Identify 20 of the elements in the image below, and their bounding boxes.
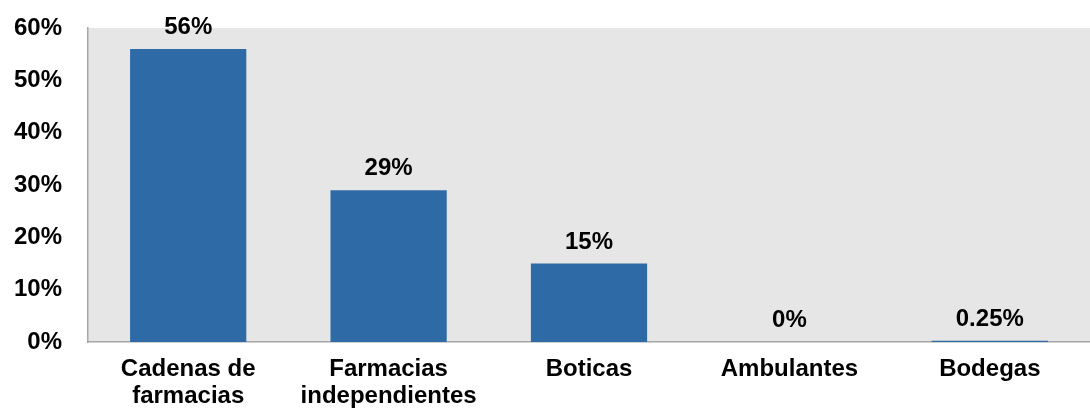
y-tick-label: 10% <box>13 274 62 302</box>
y-tick-label: 30% <box>13 169 62 197</box>
data-label: 56% <box>164 11 213 39</box>
x-tick-label: Bodegas <box>939 354 1041 382</box>
bar <box>330 190 447 342</box>
data-label: 0.25% <box>955 303 1024 331</box>
bar <box>530 263 648 342</box>
x-tick-label: Farmacias independientes <box>300 354 477 408</box>
y-tick-label: 0% <box>27 326 62 354</box>
y-tick-label: 50% <box>13 64 62 92</box>
data-label: 0% <box>772 305 807 332</box>
x-tick-label: Ambulantes <box>720 354 859 382</box>
data-label: 29% <box>364 153 413 181</box>
x-tick-label: Boticas <box>545 354 633 382</box>
y-tick-label: 40% <box>13 117 62 145</box>
x-tick-label: Cadenas de farmacias <box>120 354 256 408</box>
y-tick-label: 20% <box>13 221 62 249</box>
data-label: 15% <box>564 226 614 254</box>
y-tick-label: 60% <box>13 12 62 40</box>
bar <box>130 48 247 342</box>
